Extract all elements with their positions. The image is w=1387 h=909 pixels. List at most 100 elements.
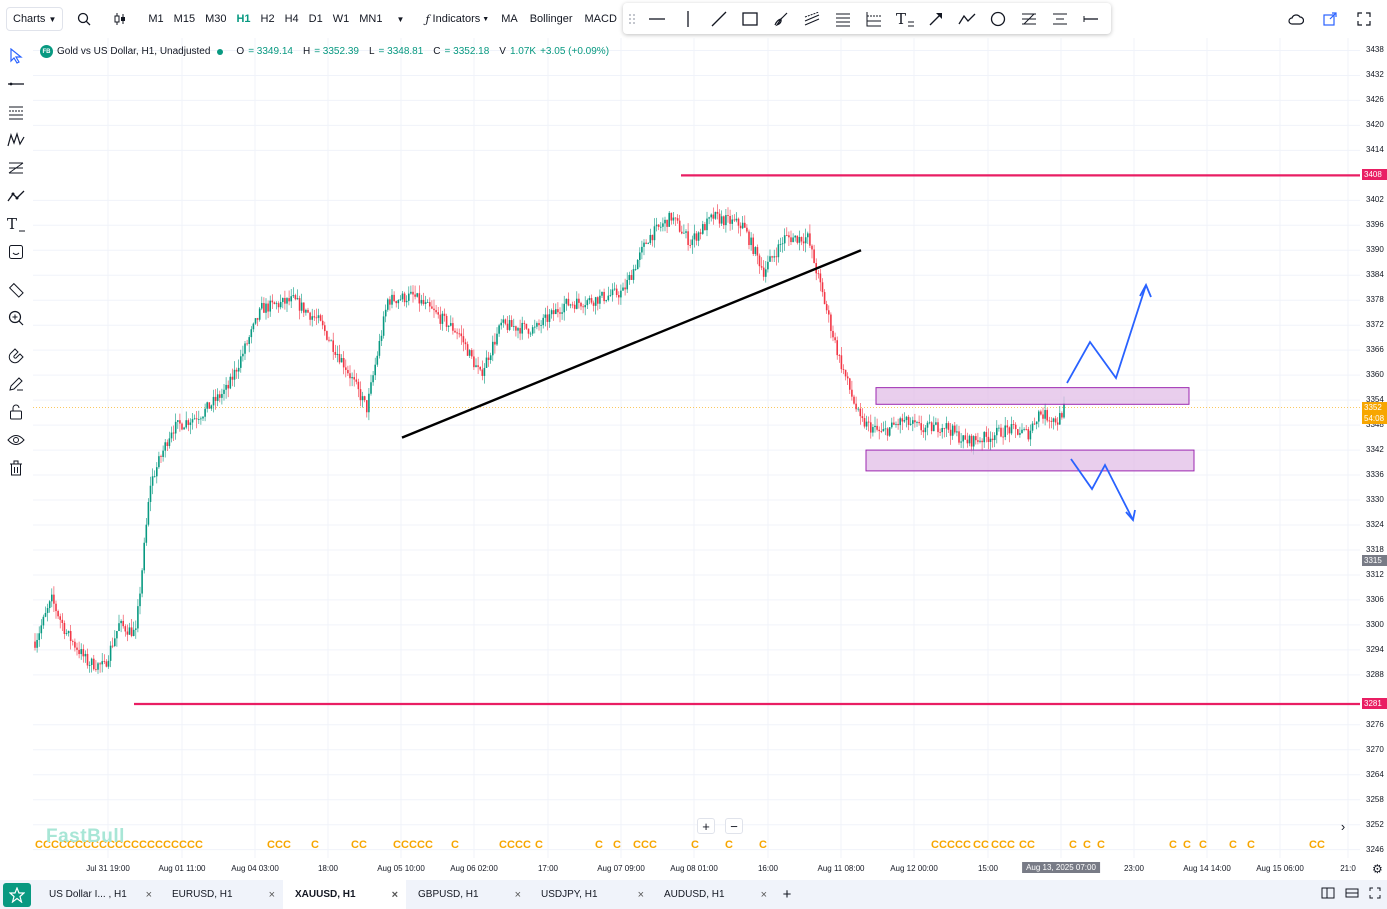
fib-retracement-icon[interactable] [827,3,858,34]
zoom-in-icon[interactable] [0,304,32,332]
symbol-tab[interactable]: XAUUSD, H1 × [283,880,406,909]
event-marker[interactable]: C [499,839,507,851]
candles-icon[interactable] [107,0,133,38]
event-marker[interactable]: C [649,839,657,851]
timeframe-h1[interactable]: H1 [236,13,251,25]
arrow-tool-icon[interactable] [920,3,951,34]
event-marker[interactable]: C [59,839,67,851]
event-marker[interactable]: C [507,839,515,851]
event-marker[interactable]: C [179,839,187,851]
event-marker[interactable]: C [1247,839,1255,851]
event-marker[interactable]: C [107,839,115,851]
event-marker[interactable]: C [1069,839,1077,851]
event-marker[interactable]: C [163,839,171,851]
magnet-icon[interactable] [0,342,32,370]
event-marker[interactable]: C [359,839,367,851]
event-marker[interactable]: C [131,839,139,851]
rectangle-icon[interactable] [734,3,765,34]
share-icon[interactable] [1317,0,1343,38]
event-marker[interactable]: C [51,839,59,851]
fib-fan-icon[interactable] [858,3,889,34]
event-marker[interactable]: C [43,839,51,851]
event-marker[interactable]: C [1019,839,1027,851]
event-marker[interactable]: C [515,839,523,851]
event-marker[interactable]: C [311,839,319,851]
fullscreen-icon[interactable] [1351,0,1377,38]
event-marker[interactable]: C [425,839,433,851]
zoom-in-button[interactable]: + [697,818,715,834]
ma-button[interactable]: MA [501,13,518,25]
event-marker[interactable]: C [1007,839,1015,851]
event-marker[interactable]: C [1309,839,1317,851]
timeframe-m1[interactable]: M1 [148,13,164,25]
event-marker[interactable]: C [759,839,767,851]
timeframe-w1[interactable]: W1 [332,13,350,25]
event-marker[interactable]: C [633,839,641,851]
event-marker[interactable]: C [401,839,409,851]
vertical-line-icon[interactable] [672,3,703,34]
event-marker[interactable]: C [1183,839,1191,851]
event-marker[interactable]: C [931,839,939,851]
path-tool-icon[interactable] [951,3,982,34]
event-marker[interactable]: C [725,839,733,851]
event-marker[interactable]: C [973,839,981,851]
symbol-tab[interactable]: USDJPY, H1 × [529,880,652,909]
event-marker[interactable]: C [99,839,107,851]
ruler-icon[interactable] [0,276,32,304]
event-marker[interactable]: C [1317,839,1325,851]
event-marker[interactable]: C [939,839,947,851]
event-marker[interactable]: C [991,839,999,851]
drag-handle-icon[interactable] [623,3,641,34]
gann-box-icon[interactable] [1013,3,1044,34]
scroll-right-icon[interactable]: › [1340,818,1346,834]
circle-tool-icon[interactable] [982,3,1013,34]
pattern-icon[interactable] [0,126,32,154]
event-marker[interactable]: C [171,839,179,851]
macd-button[interactable]: MACD [584,13,617,25]
close-icon[interactable]: × [268,888,275,901]
stay-drawing-icon[interactable] [0,370,32,398]
event-marker[interactable]: C [147,839,155,851]
event-marker[interactable]: C [123,839,131,851]
brush-icon[interactable] [765,3,796,34]
cloud-save-icon[interactable] [1283,0,1309,38]
event-marker[interactable]: C [641,839,649,851]
layout-icon[interactable] [1321,887,1335,902]
search-icon[interactable] [71,0,97,38]
symbol-tab[interactable]: US Dollar I... , H1 × [37,880,160,909]
lock-icon[interactable] [0,398,32,426]
event-marker[interactable]: C [139,839,147,851]
text-tool-icon[interactable]: T [0,210,32,238]
event-marker[interactable]: C [155,839,163,851]
event-marker[interactable]: C [393,839,401,851]
fib-tool-icon[interactable] [0,98,32,126]
close-icon[interactable]: × [637,888,644,901]
event-marker[interactable]: C [981,839,989,851]
symbol-title[interactable]: Gold vs US Dollar, H1, Unadjusted [57,46,211,57]
event-marker[interactable]: C [999,839,1007,851]
event-marker[interactable]: C [613,839,621,851]
symbol-tab[interactable]: EURUSD, H1 × [160,880,283,909]
event-marker[interactable]: C [67,839,75,851]
event-marker[interactable]: C [947,839,955,851]
event-marker[interactable]: C [115,839,123,851]
event-marker[interactable]: C [409,839,417,851]
event-marker[interactable]: C [963,839,971,851]
add-tab-button[interactable]: + [782,886,792,903]
cursor-icon[interactable] [0,42,32,70]
symbol-tab[interactable]: GBPUSD, H1 × [406,880,529,909]
horizontal-line-icon[interactable] [641,3,672,34]
event-marker[interactable]: C [187,839,195,851]
event-marker[interactable]: C [1027,839,1035,851]
event-marker[interactable]: C [83,839,91,851]
eye-icon[interactable] [0,426,32,454]
event-marker[interactable]: C [691,839,699,851]
close-icon[interactable]: × [514,888,521,901]
favorite-star-icon[interactable] [3,882,31,907]
event-marker[interactable]: C [351,839,359,851]
event-marker[interactable]: C [523,839,531,851]
event-marker[interactable]: C [595,839,603,851]
event-marker[interactable]: C [1097,839,1105,851]
event-marker[interactable]: C [1229,839,1237,851]
